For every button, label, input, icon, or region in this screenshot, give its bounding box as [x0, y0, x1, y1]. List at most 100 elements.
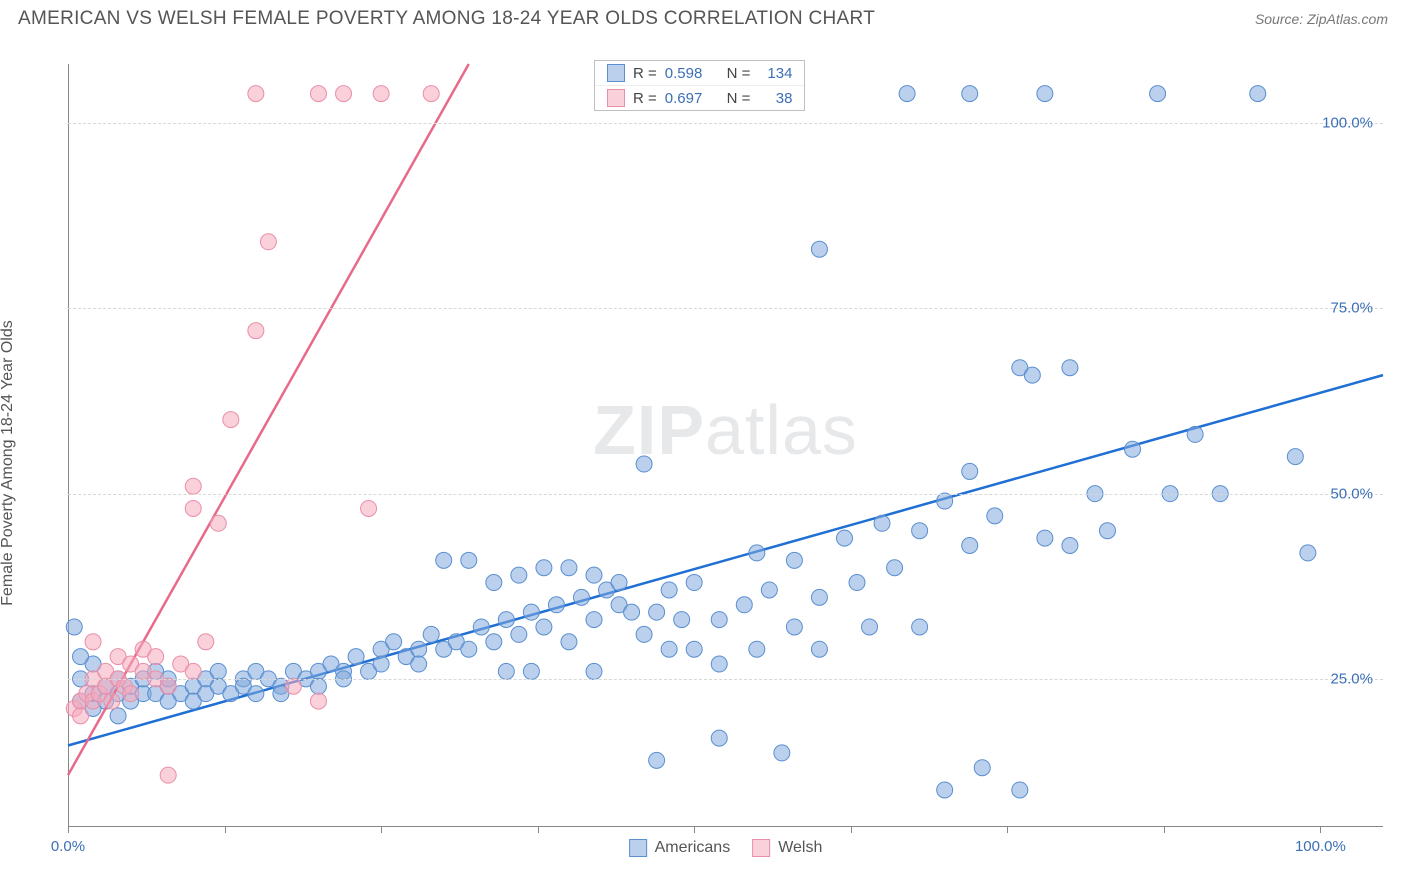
gridline [68, 494, 1383, 495]
data-point [686, 641, 702, 657]
data-point [624, 604, 640, 620]
data-point [811, 589, 827, 605]
legend-label: Welsh [778, 839, 822, 857]
data-point [887, 560, 903, 576]
data-point [511, 567, 527, 583]
x-tick [68, 827, 69, 833]
data-point [962, 86, 978, 102]
data-point [361, 500, 377, 516]
data-point [561, 560, 577, 576]
data-point [523, 604, 539, 620]
scatter-plot [68, 64, 1383, 827]
data-point [962, 463, 978, 479]
data-point [636, 626, 652, 642]
data-point [899, 86, 915, 102]
data-point [649, 604, 665, 620]
data-point [811, 641, 827, 657]
chart-title: AMERICAN VS WELSH FEMALE POVERTY AMONG 1… [18, 8, 875, 30]
plot-area: ZIPatlas R =0.598 N =134R =0.697 N =38 A… [68, 64, 1383, 827]
data-point [573, 589, 589, 605]
data-point [586, 567, 602, 583]
x-tick [381, 827, 382, 833]
data-point [336, 86, 352, 102]
data-point [285, 678, 301, 694]
n-label: N = [727, 65, 751, 82]
gridline [68, 123, 1383, 124]
data-point [423, 626, 439, 642]
data-point [160, 767, 176, 783]
data-point [937, 782, 953, 798]
data-point [586, 612, 602, 628]
data-point [749, 545, 765, 561]
x-tick [538, 827, 539, 833]
data-point [498, 612, 514, 628]
data-point [1062, 360, 1078, 376]
data-point [185, 500, 201, 516]
data-point [386, 634, 402, 650]
data-point [536, 560, 552, 576]
data-point [185, 663, 201, 679]
data-point [473, 619, 489, 635]
data-point [411, 656, 427, 672]
data-point [711, 730, 727, 746]
data-point [310, 86, 326, 102]
data-point [123, 686, 139, 702]
data-point [436, 552, 452, 568]
x-tick [1164, 827, 1165, 833]
legend-swatch [607, 64, 625, 82]
data-point [73, 649, 89, 665]
data-point [661, 582, 677, 598]
data-point [260, 234, 276, 250]
legend-item: Americans [629, 839, 731, 857]
r-label: R = [633, 65, 657, 82]
data-point [774, 745, 790, 761]
data-point [548, 597, 564, 613]
y-tick-label: 50.0% [1330, 485, 1373, 502]
data-point [310, 693, 326, 709]
data-point [749, 641, 765, 657]
x-tick-label: 0.0% [51, 838, 85, 855]
data-point [198, 634, 214, 650]
data-point [523, 663, 539, 679]
data-point [486, 575, 502, 591]
data-point [511, 626, 527, 642]
data-point [1125, 441, 1141, 457]
data-point [536, 619, 552, 635]
data-point [461, 552, 477, 568]
data-point [461, 641, 477, 657]
data-point [836, 530, 852, 546]
data-point [85, 634, 101, 650]
data-point [411, 641, 427, 657]
data-point [987, 508, 1003, 524]
x-tick [1007, 827, 1008, 833]
data-point [423, 86, 439, 102]
source-label: Source: ZipAtlas.com [1255, 11, 1388, 27]
data-point [1187, 426, 1203, 442]
legend-swatch [752, 839, 770, 857]
data-point [586, 663, 602, 679]
data-point [962, 538, 978, 554]
data-point [66, 619, 82, 635]
x-tick [851, 827, 852, 833]
data-point [736, 597, 752, 613]
data-point [1150, 86, 1166, 102]
data-point [674, 612, 690, 628]
data-point [104, 693, 120, 709]
x-tick [225, 827, 226, 833]
y-tick-label: 25.0% [1330, 670, 1373, 687]
r-label: R = [633, 90, 657, 107]
data-point [611, 575, 627, 591]
data-point [248, 86, 264, 102]
gridline [68, 308, 1383, 309]
chart-container: Female Poverty Among 18-24 Year Olds ZIP… [18, 44, 1388, 882]
data-point [1287, 449, 1303, 465]
data-point [73, 708, 89, 724]
data-point [498, 663, 514, 679]
data-point [649, 752, 665, 768]
legend-row: R =0.598 N =134 [595, 61, 804, 86]
data-point [862, 619, 878, 635]
data-point [1250, 86, 1266, 102]
x-tick-label: 100.0% [1295, 838, 1346, 855]
trendline-americans [68, 375, 1383, 745]
data-point [148, 649, 164, 665]
